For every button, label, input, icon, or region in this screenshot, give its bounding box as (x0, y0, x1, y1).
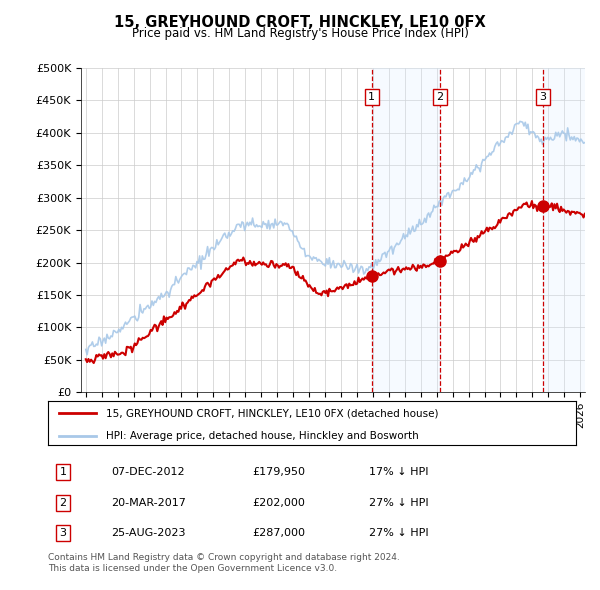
Text: 1: 1 (59, 467, 67, 477)
Text: 27% ↓ HPI: 27% ↓ HPI (369, 529, 428, 538)
Bar (372, 68, 440, 392)
Text: 2: 2 (59, 498, 67, 507)
Text: £202,000: £202,000 (252, 498, 305, 507)
Text: 15, GREYHOUND CROFT, HINCKLEY, LE10 0FX (detached house): 15, GREYHOUND CROFT, HINCKLEY, LE10 0FX … (106, 408, 439, 418)
Text: 17% ↓ HPI: 17% ↓ HPI (369, 467, 428, 477)
Text: 15, GREYHOUND CROFT, HINCKLEY, LE10 0FX: 15, GREYHOUND CROFT, HINCKLEY, LE10 0FX (114, 15, 486, 30)
Text: 27% ↓ HPI: 27% ↓ HPI (369, 498, 428, 507)
Text: 2: 2 (437, 92, 444, 102)
Text: This data is licensed under the Open Government Licence v3.0.: This data is licensed under the Open Gov… (48, 565, 337, 573)
Text: 20-MAR-2017: 20-MAR-2017 (111, 498, 186, 507)
Text: HPI: Average price, detached house, Hinckley and Bosworth: HPI: Average price, detached house, Hinc… (106, 431, 419, 441)
Text: 3: 3 (59, 529, 67, 538)
Text: £287,000: £287,000 (252, 529, 305, 538)
Text: 25-AUG-2023: 25-AUG-2023 (111, 529, 185, 538)
Text: £179,950: £179,950 (252, 467, 305, 477)
Text: 07-DEC-2012: 07-DEC-2012 (111, 467, 185, 477)
Text: Contains HM Land Registry data © Crown copyright and database right 2024.: Contains HM Land Registry data © Crown c… (48, 553, 400, 562)
Bar (543, 68, 588, 392)
Text: Price paid vs. HM Land Registry's House Price Index (HPI): Price paid vs. HM Land Registry's House … (131, 27, 469, 40)
Text: 1: 1 (368, 92, 375, 102)
Text: 3: 3 (539, 92, 546, 102)
